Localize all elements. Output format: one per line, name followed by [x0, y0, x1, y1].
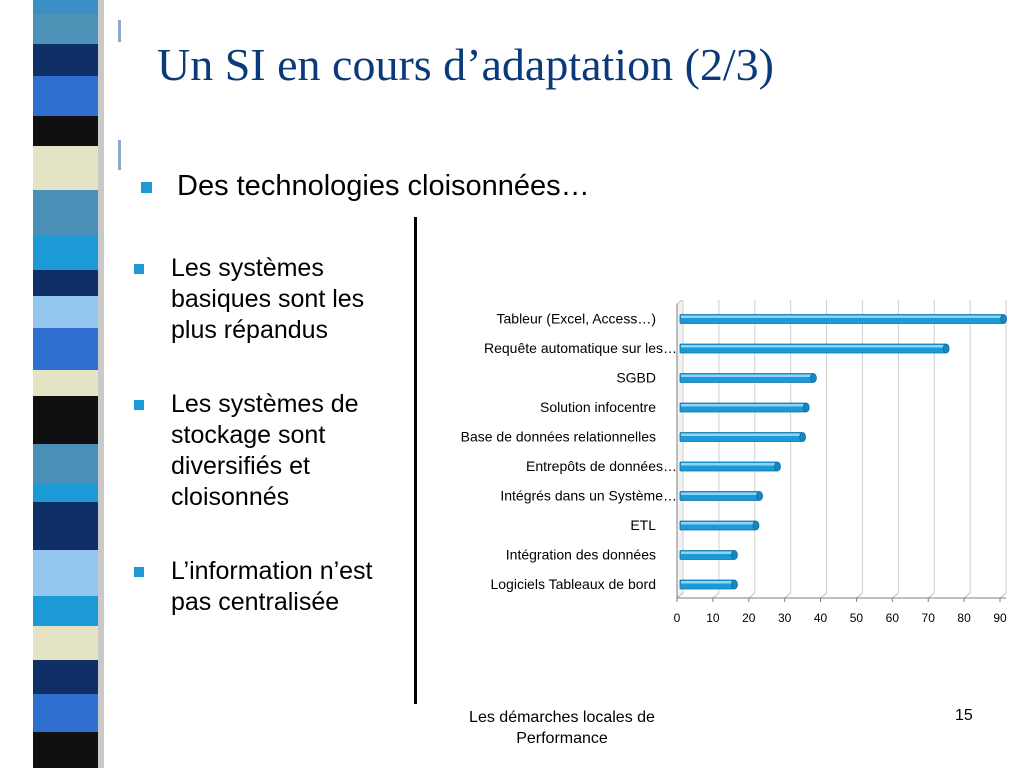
stripe-band — [33, 660, 98, 694]
stripe-edge — [98, 0, 104, 768]
stripe-band — [33, 328, 98, 370]
bar-end — [942, 343, 950, 354]
bullet-text: Les systèmes basiques sont les plus répa… — [171, 254, 365, 344]
stripe-band — [33, 44, 98, 76]
bar-end — [799, 432, 807, 442]
grid-floor-line — [892, 592, 899, 599]
bar-highlight — [681, 345, 945, 348]
decorative-mark — [118, 20, 121, 42]
category-label: Entrepôts de données… — [526, 458, 677, 474]
decorative-mark — [118, 140, 121, 170]
bullet-square-icon — [134, 567, 144, 577]
stripe-band — [33, 444, 98, 484]
grid-floor-line — [784, 592, 791, 599]
bullet-square-icon — [134, 264, 144, 274]
bar-end — [802, 402, 810, 413]
bar-end — [774, 461, 781, 472]
stripe-band — [33, 116, 98, 146]
decorative-stripe — [0, 0, 118, 768]
stripe-band — [33, 270, 98, 296]
category-label: Logiciels Tableaux de bord — [490, 576, 656, 592]
vertical-divider — [414, 217, 417, 704]
bullet-square-icon — [141, 182, 152, 193]
bullet-item: Les systèmes basiques sont les plus répa… — [134, 253, 404, 346]
bar-end — [1000, 314, 1007, 324]
bar-highlight — [681, 551, 733, 554]
bullet-text: Les systèmes de stockage sont diversifié… — [171, 390, 359, 511]
stripe-band — [33, 146, 98, 190]
footer-text: Les démarches locales de Performance — [469, 709, 655, 747]
bar-end — [756, 491, 763, 501]
grid-floor-line — [820, 592, 827, 599]
grid-floor-line — [748, 592, 756, 599]
bar-end — [752, 520, 760, 531]
category-label: Intégration des données — [506, 547, 656, 563]
grid-floor-line — [712, 592, 720, 599]
main-bullet-text: Des technologies cloisonnées… — [177, 170, 590, 202]
grid-floor-line — [927, 592, 935, 599]
x-tick-label: 40 — [814, 611, 828, 625]
stripe-band — [33, 14, 98, 44]
stripe-band — [33, 236, 98, 270]
grid-floor-line — [963, 592, 971, 599]
grid-floor-line — [856, 592, 863, 599]
slide-title: Un SI en cours d’adaptation (2/3) — [157, 39, 775, 90]
grid-floor-line — [676, 592, 684, 599]
bar-end — [731, 579, 738, 590]
bullet-square-icon — [134, 400, 144, 410]
stripe-band — [33, 296, 98, 328]
x-tick-label: 60 — [886, 611, 900, 625]
page-number: 15 — [955, 707, 973, 724]
x-tick-label: 20 — [742, 611, 756, 625]
x-tick-label: 10 — [706, 611, 720, 625]
stripe-band — [33, 550, 98, 596]
category-label: ETL — [630, 517, 656, 533]
category-label: Base de données relationnelles — [461, 429, 656, 445]
stripe-band — [33, 732, 98, 768]
stripe-band — [33, 370, 98, 396]
category-label: Intégrés dans un Système… — [500, 488, 677, 504]
bar-highlight — [681, 404, 805, 407]
bullet-item: Les systèmes de stockage sont diversifié… — [134, 389, 404, 513]
x-tick-label: 50 — [850, 611, 864, 625]
stripe-band — [33, 76, 98, 116]
bullet-list: Les systèmes basiques sont les plus répa… — [134, 253, 404, 618]
stripe-band — [33, 396, 98, 444]
bar-highlight — [681, 433, 801, 436]
stripe-band — [33, 190, 98, 236]
bar-highlight — [681, 522, 754, 525]
x-tick-label: 30 — [778, 611, 792, 625]
x-tick-label: 0 — [674, 611, 681, 625]
bullet-item: L’information n’est pas centralisée — [134, 556, 404, 618]
stripe-band — [33, 0, 98, 14]
category-label: Solution infocentre — [540, 399, 656, 415]
stripe-band — [33, 626, 98, 660]
category-label: SGBD — [616, 370, 656, 386]
bar-end — [809, 373, 817, 383]
bar-highlight — [681, 374, 812, 377]
bar-highlight — [681, 463, 776, 466]
bar-highlight — [681, 581, 733, 584]
stripe-band — [33, 484, 98, 502]
stripe-band — [33, 694, 98, 732]
x-tick-label: 70 — [922, 611, 936, 625]
bullet-text: L’information n’est pas centralisée — [171, 557, 373, 616]
x-tick-label: 90 — [993, 611, 1007, 625]
category-label: Requête automatique sur les… — [484, 340, 677, 356]
x-tick-label: 80 — [957, 611, 971, 625]
bar-chart: 0 10 20 30 40 50 60 70 80 90 Tableur (Excel, Acces… — [461, 300, 1007, 625]
bar-end — [731, 550, 738, 560]
bar-highlight — [681, 492, 758, 495]
bar-highlight — [681, 315, 1002, 318]
category-label: Tableur (Excel, Access…) — [497, 311, 657, 327]
stripe-band — [33, 596, 98, 626]
stripe-band — [33, 502, 98, 550]
grid-floor-line — [999, 592, 1007, 599]
